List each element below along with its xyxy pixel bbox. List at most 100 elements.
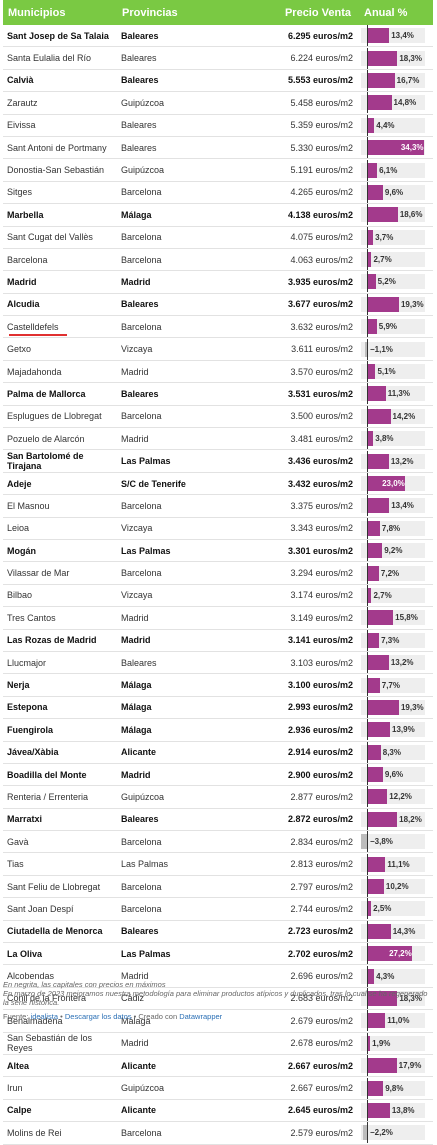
cell-provincia: Madrid [117, 606, 217, 630]
cell-precio: 2.993 euros/m2 [217, 696, 359, 720]
column-header-municipios[interactable]: Municipios [3, 0, 117, 25]
zero-axis-line [367, 473, 368, 494]
cell-precio: 3.432 euros/m2 [217, 472, 359, 496]
cell-provincia: Las Palmas [117, 852, 217, 876]
anual-label: 13,4% [391, 501, 414, 511]
cell-municipio: Donostia-San Sebastián [3, 158, 117, 182]
cell-anual: 5,2% [359, 270, 433, 294]
zero-axis-line [367, 853, 368, 875]
table-row: Tres Cantos Madrid 3.149 euros/m2 15,8% [3, 606, 433, 630]
anual-bar [367, 431, 374, 447]
table-row: Tias Las Palmas 2.813 euros/m2 11,1% [3, 852, 433, 876]
cell-municipio: Marbella [3, 203, 117, 227]
cell-municipio: Adeje [3, 472, 117, 496]
column-header-anual[interactable]: Anual % [359, 0, 433, 25]
anual-label: 19,3% [400, 299, 424, 309]
cell-precio: 2.813 euros/m2 [217, 852, 359, 876]
cell-provincia: Baleares [117, 808, 217, 832]
anual-bar [367, 319, 377, 335]
cell-precio: 3.500 euros/m2 [217, 405, 359, 429]
download-data-link[interactable]: Descargar los datos [64, 1012, 132, 1021]
cell-municipio: Fuengirola [3, 718, 117, 742]
anual-bar [367, 923, 391, 939]
datawrapper-link[interactable]: Datawrapper [179, 1012, 223, 1021]
cell-anual: 6,1% [359, 158, 433, 182]
cell-provincia: Madrid [117, 1032, 217, 1055]
footer-separator: • [58, 1012, 65, 1021]
cell-precio: 3.375 euros/m2 [217, 494, 359, 518]
anual-label: −3,8% [370, 837, 393, 847]
anual-label: 11,3% [387, 389, 410, 399]
bar-track: −1,1% [361, 338, 425, 360]
zero-axis-line [367, 495, 368, 517]
bar-track: 5,2% [361, 271, 425, 293]
anual-bar [367, 498, 390, 514]
cell-municipio: Tres Cantos [3, 606, 117, 630]
cell-provincia: Baleares [117, 382, 217, 406]
zero-axis-line [367, 361, 368, 383]
cell-anual: 9,2% [359, 539, 433, 563]
anual-bar [367, 565, 379, 581]
bar-track: 9,8% [361, 1077, 425, 1099]
bar-track: 18,3% [361, 47, 425, 69]
bar-track: 14,3% [361, 920, 425, 942]
cell-anual: 4,4% [359, 114, 433, 137]
cell-municipio: Mogán [3, 539, 117, 563]
cell-municipio: Sant Cugat del Vallès [3, 226, 117, 249]
cell-anual: 3,8% [359, 427, 433, 451]
bar-track: 3,7% [361, 226, 425, 248]
cell-municipio: Ciutadella de Menorca [3, 920, 117, 944]
cell-municipio: Las Rozas de Madrid [3, 629, 117, 652]
note-methodology: En marzo de 2023 mejoramos nuestra metod… [3, 989, 428, 1007]
table-row: Sitges Barcelona 4.265 euros/m2 9,6% [3, 181, 433, 205]
table-row: Alcudia Baleares 3.677 euros/m2 19,3% [3, 293, 433, 317]
cell-precio: 3.294 euros/m2 [217, 561, 359, 585]
cell-provincia: Baleares [117, 25, 217, 48]
bar-track: 18,2% [361, 808, 425, 830]
table-row: Renteria / Errenteria Guipúzcoa 2.877 euro… [3, 785, 433, 809]
table-row: Getxo Vizcaya 3.611 euros/m2 −1,1% [3, 337, 433, 361]
cell-precio: 2.877 euros/m2 [217, 785, 359, 809]
zero-axis-line [367, 1032, 368, 1054]
cell-provincia: Baleares [117, 136, 217, 160]
cell-municipio: Gavà [3, 830, 117, 854]
column-header-precio[interactable]: Precio Venta [217, 0, 359, 25]
anual-bar [367, 744, 381, 760]
anual-label: 34,3% [400, 143, 424, 153]
column-header-provincias[interactable]: Provincias [117, 0, 217, 25]
anual-bar [367, 1102, 390, 1118]
table-body: Sant Josep de Sa Talaia Baleares 6.295 eur… [3, 25, 433, 1145]
bar-track: 13,4% [361, 495, 425, 517]
table-row: Majadahonda Madrid 3.570 euros/m2 5,1% [3, 360, 433, 384]
anual-label: 13,9% [392, 725, 415, 735]
bar-track: 4,4% [361, 114, 425, 136]
cell-provincia: Vizcaya [117, 517, 217, 540]
cell-municipio: Sant Joan Despí [3, 897, 117, 921]
cell-provincia: Barcelona [117, 830, 217, 854]
table-row: Adeje S/C de Tenerife 3.432 euros/m2 23,0% [3, 472, 433, 496]
cell-provincia: Madrid [117, 270, 217, 294]
bar-track: 13,8% [361, 1099, 425, 1121]
source-link[interactable]: idealista [30, 1012, 59, 1021]
table-row: Sant Joan Despí Barcelona 2.744 euros/m2 2,… [3, 897, 433, 921]
zero-axis-line [367, 383, 368, 405]
anual-bar [367, 184, 383, 200]
cell-anual: 2,7% [359, 248, 433, 272]
table-row: Esplugues de Llobregat Barcelona 3.500 eur… [3, 405, 433, 429]
anual-bar [367, 229, 374, 245]
anual-bar [367, 856, 386, 872]
zero-axis-line [367, 181, 368, 203]
anual-label: 2,7% [373, 255, 392, 265]
anual-label: 9,6% [384, 770, 404, 780]
cell-municipio: Estepona [3, 696, 117, 720]
bar-track: 5,9% [361, 316, 425, 338]
bar-track: 14,2% [361, 405, 425, 427]
cell-municipio: Madrid [3, 270, 117, 294]
bar-track: 3,8% [361, 428, 425, 450]
cell-municipio: Palma de Mallorca [3, 382, 117, 406]
table-row: La Oliva Las Palmas 2.702 euros/m2 27,2% [3, 942, 433, 966]
cell-anual: 1,9% [359, 1032, 433, 1055]
anual-label: 1,9% [372, 1038, 391, 1048]
bar-track: 7,8% [361, 517, 425, 539]
cell-precio: 5.458 euros/m2 [217, 91, 359, 115]
